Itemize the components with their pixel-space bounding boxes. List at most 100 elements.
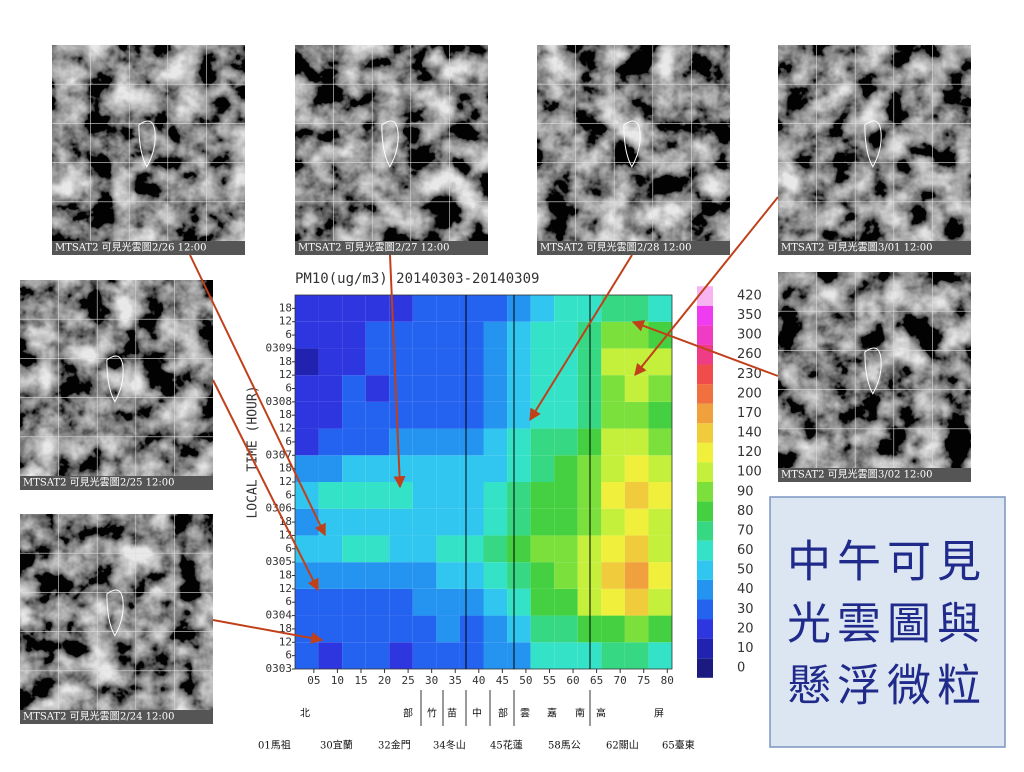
- y-tick-label: 6: [285, 328, 292, 341]
- heatmap-cell: [483, 295, 508, 322]
- heatmap-cell: [530, 295, 555, 322]
- heatmap-cell: [389, 401, 413, 429]
- heatmap-cell: [318, 348, 343, 376]
- heatmap-cell: [507, 535, 531, 563]
- text-box-line: 中午可見: [787, 537, 987, 588]
- heatmap-cell: [295, 375, 319, 402]
- colorbar-label: 80: [737, 504, 754, 519]
- caption-time: 2/27 12:00: [395, 243, 449, 254]
- heatmap-cell: [483, 348, 508, 376]
- station-label: 62關山: [606, 740, 639, 752]
- y-tick-label: 18: [279, 408, 292, 421]
- heatmap-cell: [365, 615, 390, 643]
- colorbar-box: [697, 540, 713, 561]
- heatmap-cell: [365, 428, 390, 456]
- heatmap-cell: [530, 321, 555, 349]
- cloud-layer: [537, 45, 730, 241]
- satellite-image: MTSAT2 可見光雲圖 3/01 12:00: [778, 45, 971, 255]
- heatmap-cell: [483, 588, 508, 616]
- y-tick-label: 18: [279, 462, 292, 475]
- y-tick-label: 12: [279, 368, 292, 381]
- heatmap-cell: [389, 535, 413, 563]
- y-tick-label: 0308: [266, 395, 293, 408]
- heatmap-cell: [436, 508, 460, 536]
- heatmap-cell: [436, 535, 460, 563]
- arrow: [634, 196, 779, 376]
- heatmap-cell: [530, 562, 555, 589]
- heatmap-cell: [412, 428, 437, 456]
- heatmap-cell: [648, 348, 672, 376]
- heatmap-cell: [459, 375, 484, 402]
- heatmap-cell: [601, 535, 625, 563]
- chart-title: PM10(ug/m3) 20140303-20140309: [295, 271, 539, 287]
- heatmap-cell: [412, 482, 437, 509]
- colorbar-label: 200: [737, 386, 762, 401]
- caption-source: MTSAT2 可見光雲圖: [23, 710, 120, 723]
- heatmap-cell: [365, 535, 390, 563]
- satellite-image: MTSAT2 可見光雲圖 2/25 12:00: [20, 280, 213, 490]
- arrow: [529, 254, 633, 422]
- heatmap-cell: [601, 588, 625, 616]
- colorbar-label: 60: [737, 543, 754, 558]
- caption-source: MTSAT2 可見光雲圖: [781, 468, 878, 481]
- region-label: 高: [596, 707, 606, 720]
- heatmap-cell: [601, 482, 625, 509]
- cloud-layer: [295, 45, 488, 241]
- x-tick-label: 45: [496, 674, 509, 687]
- heatmap-cell: [412, 295, 437, 322]
- heatmap-cell: [554, 615, 578, 643]
- heatmap-cell: [342, 401, 366, 429]
- station-label: 30宜蘭: [320, 739, 353, 752]
- heatmap-cell: [648, 375, 672, 402]
- heatmap-cell: [554, 375, 578, 402]
- caption-bar: [295, 241, 488, 255]
- caption-bar: [778, 241, 971, 255]
- heatmap-cell: [365, 295, 390, 322]
- heatmap-cell: [483, 401, 508, 429]
- heatmap-cell: [365, 642, 390, 669]
- heatmap-cell: [295, 428, 319, 456]
- heatmap-cell: [389, 295, 413, 322]
- heatmap-cell: [554, 642, 578, 669]
- colorbar-label: 300: [737, 328, 762, 343]
- heatmap-cell: [459, 295, 484, 322]
- heatmap-cell: [601, 615, 625, 643]
- y-tick-label: 0309: [266, 341, 293, 354]
- heatmap-cell: [507, 508, 531, 536]
- heatmap-cell: [389, 348, 413, 376]
- caption-source: MTSAT2 可見光雲圖: [23, 476, 120, 489]
- y-tick-label: 0306: [266, 502, 293, 515]
- heatmap-cell: [342, 588, 366, 616]
- heatmap-cell: [436, 455, 460, 482]
- coastline: [381, 120, 399, 168]
- region-label: 竹: [427, 707, 437, 720]
- heatmap-cell: [483, 508, 508, 536]
- colorbar-box: [697, 286, 713, 306]
- heatmap-cell: [412, 375, 437, 402]
- station-label: 32金門: [378, 739, 411, 752]
- heatmap-cell: [648, 321, 672, 349]
- x-tick-label: 25: [401, 674, 414, 687]
- region-label: 中: [472, 707, 482, 720]
- x-tick-label: 50: [519, 674, 532, 687]
- y-tick-label: 6: [285, 649, 292, 662]
- heatmap-cell: [530, 455, 555, 482]
- colorbar-box: [697, 599, 713, 620]
- colorbar-box: [697, 501, 713, 522]
- colorbar-box: [697, 462, 713, 482]
- heatmap-cell: [342, 642, 366, 669]
- coastline: [106, 355, 124, 403]
- heatmap-cell: [459, 642, 484, 669]
- y-tick-label: 12: [279, 475, 292, 488]
- heatmap-cell: [459, 588, 484, 616]
- heatmap-cell: [624, 508, 649, 536]
- heatmap-cell: [507, 348, 531, 376]
- x-tick-label: 35: [449, 674, 462, 687]
- heatmap-cell: [507, 321, 531, 349]
- y-tick-label: 12: [279, 582, 292, 595]
- heatmap-cell: [436, 588, 460, 616]
- heatmap-cell: [648, 295, 672, 322]
- colorbar-label: 10: [737, 641, 754, 656]
- y-tick-label: 6: [285, 382, 292, 395]
- cloud-layer: [52, 45, 245, 241]
